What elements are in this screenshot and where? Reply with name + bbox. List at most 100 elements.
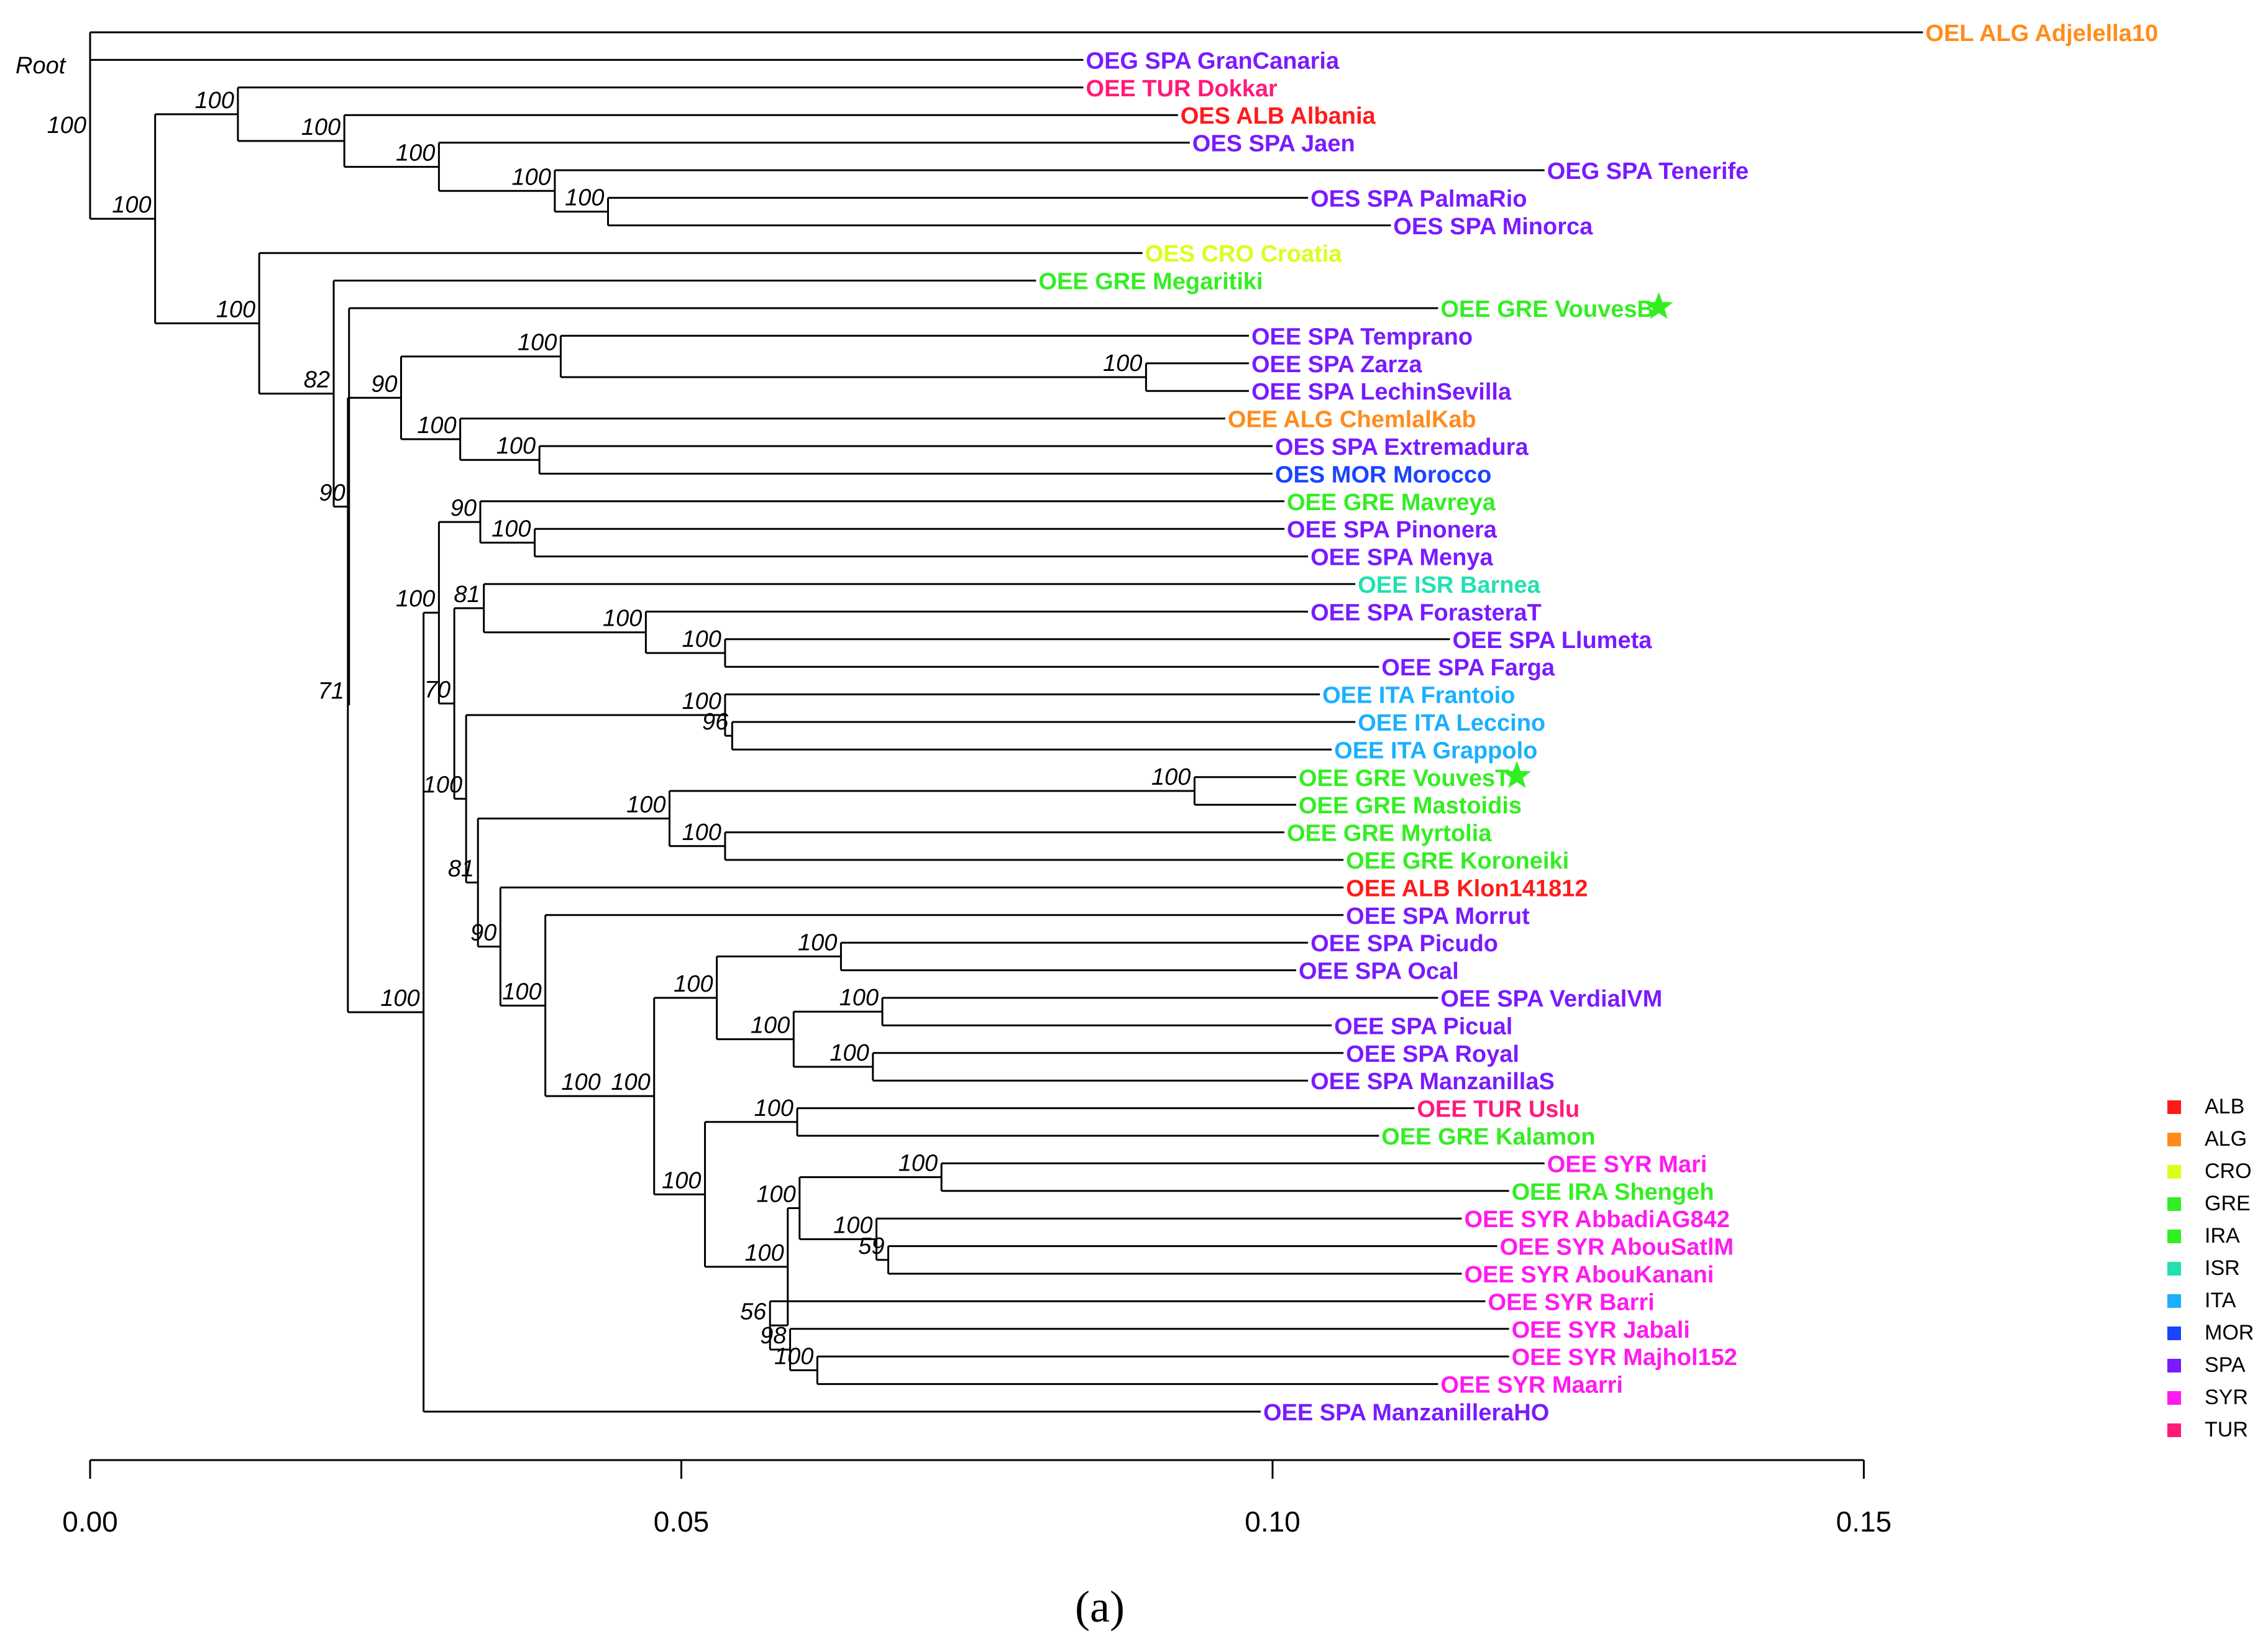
leaf-label: OEE SPA Zarza <box>1251 352 1422 378</box>
leaf-label: OEE SYR AbouSatlM <box>1500 1235 1734 1261</box>
axis-tick-label: 0.00 <box>62 1505 118 1538</box>
leaf-label: OES CRO Croatia <box>1145 241 1343 267</box>
leaf-label: OEE SPA ManzanilleraHO <box>1263 1400 1549 1426</box>
legend-label: TUR <box>2205 1418 2248 1441</box>
bootstrap-value: 100 <box>1151 764 1191 790</box>
leaf-label: OEE SPA VerdialVM <box>1440 986 1662 1012</box>
bootstrap-value: 98 <box>760 1323 786 1349</box>
leaf-label: OEE SYR AbbadiAG842 <box>1464 1207 1729 1233</box>
leaf-label: OEE ITA Leccino <box>1358 710 1545 736</box>
legend-label: GRE <box>2205 1192 2251 1215</box>
legend-label: SPA <box>2205 1353 2246 1377</box>
leaf-label: OEE SPA Llumeta <box>1452 628 1652 654</box>
bootstrap-value: 71 <box>318 678 344 705</box>
bootstrap-value: 100 <box>611 1069 650 1095</box>
bootstrap-value: 100 <box>112 192 151 218</box>
leaf-label: OEE GRE VouvesT* <box>1299 765 1519 792</box>
leaf-label: OEE SPA Pinonera <box>1287 517 1498 543</box>
leaf-label: OEE SYR Jabali <box>1512 1317 1690 1343</box>
legend-swatch <box>2167 1100 2181 1114</box>
bootstrap-value: 100 <box>682 626 721 652</box>
leaf-label: OES MOR Morocco <box>1275 462 1491 488</box>
bootstrap-value: 100 <box>682 820 721 846</box>
leaf-label: OES SPA Extremadura <box>1275 434 1529 460</box>
bootstrap-value: 100 <box>216 296 255 322</box>
legend-label: ITA <box>2205 1289 2236 1312</box>
legend-label: ALB <box>2205 1095 2244 1118</box>
bootstrap-value: 100 <box>754 1095 793 1121</box>
leaf-label: OEE GRE VouvesB* <box>1440 296 1663 322</box>
bootstrap-value: 100 <box>492 516 531 542</box>
legend-label: ISR <box>2205 1256 2240 1280</box>
legend-swatch <box>2167 1391 2181 1405</box>
bootstrap-value: 100 <box>518 330 557 356</box>
legend-label: MOR <box>2205 1321 2254 1345</box>
bootstrap-value: 100 <box>603 606 642 632</box>
legend-label: SYR <box>2205 1386 2248 1409</box>
legend-swatch <box>2167 1327 2181 1340</box>
bootstrap-value: 100 <box>496 433 536 459</box>
bootstrap-value: 100 <box>301 114 341 140</box>
bootstrap-value: 82 <box>304 367 330 393</box>
leaf-labels: OEL ALG Adjelella10 OEG SPA GranCanaria OE… <box>1038 21 2158 1426</box>
leaf-label: OEE ALB Klon141812 <box>1346 875 1588 902</box>
bootstrap-value: 100 <box>674 971 713 997</box>
legend-label: ALG <box>2205 1127 2247 1151</box>
leaf-label: OES SPA Jaen <box>1192 131 1355 157</box>
bootstrap-value: 100 <box>502 979 541 1005</box>
axis-tick-label: 0.10 <box>1245 1505 1301 1538</box>
bootstrap-values: 100 100 100 100 100 100 100 100 82 90 71 90 100 100 10… <box>47 88 1191 1370</box>
leaf-label: OEE TUR Uslu <box>1417 1097 1580 1123</box>
legend-label: IRA <box>2205 1224 2240 1248</box>
leaf-label: OEE SYR Barri <box>1488 1289 1655 1315</box>
legend-swatch <box>2167 1423 2181 1437</box>
bootstrap-value: 100 <box>380 985 419 1012</box>
legend-swatch <box>2167 1133 2181 1146</box>
legend-label: CRO <box>2205 1159 2252 1183</box>
leaf-label: OEL ALG Adjelella10 <box>1926 21 2159 47</box>
leaf-label: OEE SPA Royal <box>1346 1041 1519 1067</box>
bootstrap-value: 81 <box>448 856 474 882</box>
bootstrap-value: 81 <box>454 582 480 608</box>
axis-tick-label: 0.05 <box>654 1505 710 1538</box>
leaf-label: OEE GRE Megaritiki <box>1038 269 1263 295</box>
legend-swatch <box>2167 1262 2181 1276</box>
leaf-label: OEE SPA ForasteraT <box>1310 600 1542 626</box>
tree-branches <box>89 31 1923 1413</box>
leaf-label: OES SPA PalmaRio <box>1310 186 1527 212</box>
bootstrap-value: 100 <box>626 792 665 818</box>
bootstrap-value: 100 <box>744 1240 784 1266</box>
leaf-label: OEE GRE Mastoidis <box>1299 793 1522 819</box>
bootstrap-value: 100 <box>774 1343 813 1369</box>
bootstrap-value: 100 <box>47 112 86 139</box>
bootstrap-value: 100 <box>751 1013 790 1039</box>
bootstrap-value: 100 <box>899 1151 938 1177</box>
leaf-label: OEE SYR AbouKanani <box>1464 1262 1714 1288</box>
leaf-label: OEE ITA Grappolo <box>1334 738 1537 764</box>
bootstrap-value: 100 <box>830 1040 869 1066</box>
bootstrap-value: 90 <box>319 480 345 506</box>
leaf-label: OEG SPA Tenerife <box>1547 158 1749 185</box>
country-legend: ALB ALG CRO GRE IRA ISR ITA MOR SPA SYR TUR <box>2167 1095 2254 1441</box>
leaf-label: OEE ITA Frantoio <box>1322 683 1515 709</box>
legend-swatch <box>2167 1165 2181 1179</box>
bootstrap-value: 59 <box>858 1233 884 1259</box>
legend-swatch <box>2167 1230 2181 1243</box>
root-label: Root <box>16 53 66 79</box>
bootstrap-value: 100 <box>682 688 721 715</box>
legend-swatch <box>2167 1294 2181 1308</box>
leaf-label: OES SPA Minorca <box>1393 214 1593 240</box>
leaf-label: OES ALB Albania <box>1181 103 1376 129</box>
leaf-label: OEE GRE Kalamon <box>1381 1124 1595 1150</box>
star-icon <box>1644 292 1673 319</box>
leaf-label: OEE SPA Morrut <box>1346 903 1530 929</box>
leaf-label: OEE GRE Myrtolia <box>1287 821 1492 847</box>
bootstrap-value: 100 <box>662 1167 701 1194</box>
bootstrap-value: 100 <box>798 929 837 956</box>
bootstrap-value: 100 <box>565 185 604 211</box>
bootstrap-value: 100 <box>417 413 456 439</box>
bootstrap-value: 100 <box>396 586 435 612</box>
star-icon <box>1502 760 1532 788</box>
leaf-label: OEG SPA GranCanaria <box>1086 48 1340 74</box>
